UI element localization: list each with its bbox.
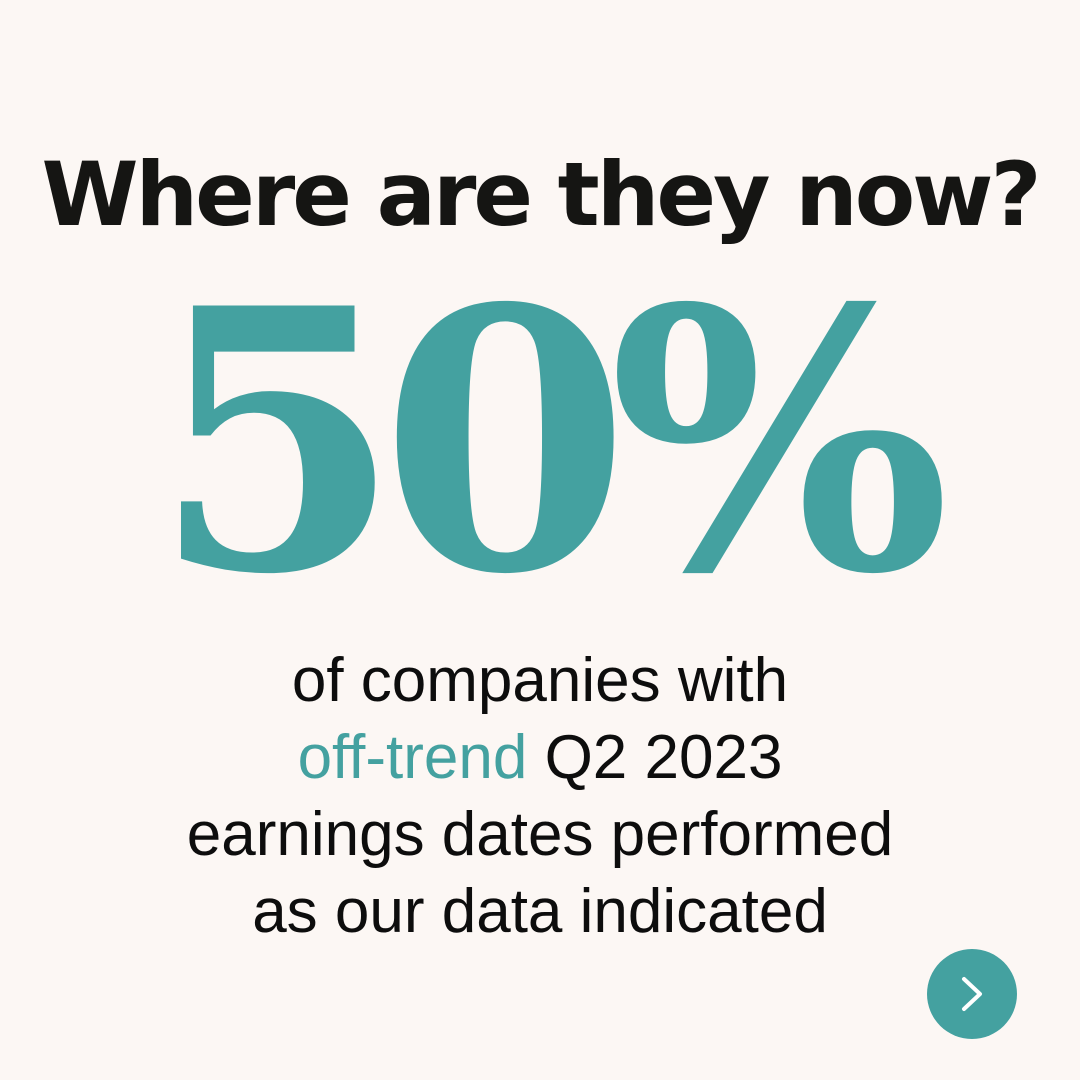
chevron-right-icon [957,974,987,1014]
caption-line-2-rest: Q2 2023 [527,723,783,792]
caption-line-3: earnings dates performed [186,800,894,869]
caption-line-2: off-trend Q2 2023 [0,719,1080,796]
caption-line-1: of companies with [291,646,789,715]
caption-line-4: as our data indicated [252,877,828,946]
next-button[interactable] [927,949,1017,1039]
stat-caption: of companies with off-trend Q2 2023 earn… [0,642,1080,950]
headline: Where are they now? [41,142,1041,246]
stat-value: 50% [151,230,950,653]
caption-accent: off-trend [297,723,528,792]
